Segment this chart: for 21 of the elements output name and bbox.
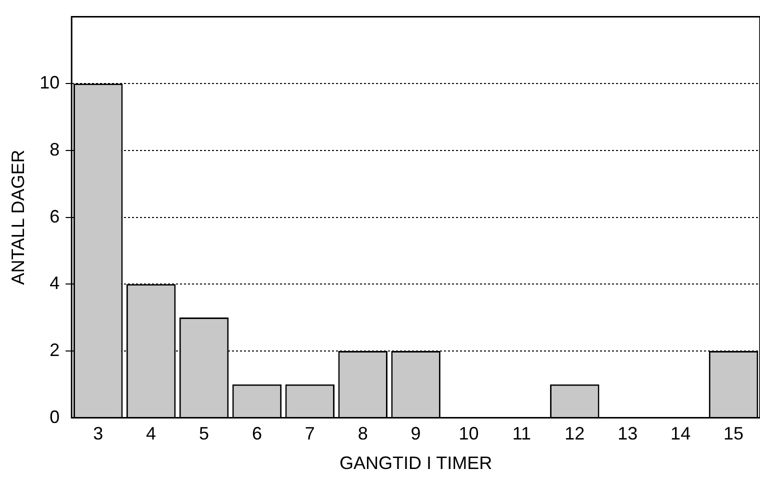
y-axis-title: ANTALL DAGER — [8, 150, 28, 285]
x-tick-label: 8 — [358, 424, 368, 444]
y-tick-label: 10 — [40, 72, 60, 93]
x-tick-label: 9 — [410, 424, 421, 444]
x-tick-label: 5 — [198, 424, 210, 444]
y-tick-label: 6 — [50, 206, 60, 226]
x-tick-label: 11 — [512, 424, 532, 444]
x-tick-label: 12 — [564, 424, 585, 444]
x-tick-label: 13 — [618, 424, 638, 444]
x-tick-label: 6 — [252, 424, 262, 444]
y-tick-label: 8 — [50, 139, 60, 160]
x-tick-label: 10 — [458, 424, 479, 444]
x-tick-label: 14 — [670, 424, 691, 444]
y-tick-label: 4 — [50, 273, 60, 294]
x-axis-title: GANGTID I TIMER — [339, 453, 492, 474]
x-tick-label: 4 — [146, 424, 156, 444]
y-tick-label: 0 — [50, 406, 60, 427]
x-tick-label: 7 — [304, 424, 315, 444]
x-tick-label: 3 — [93, 424, 104, 444]
x-tick-label: 15 — [724, 424, 744, 444]
y-tick-label: 2 — [50, 340, 60, 360]
